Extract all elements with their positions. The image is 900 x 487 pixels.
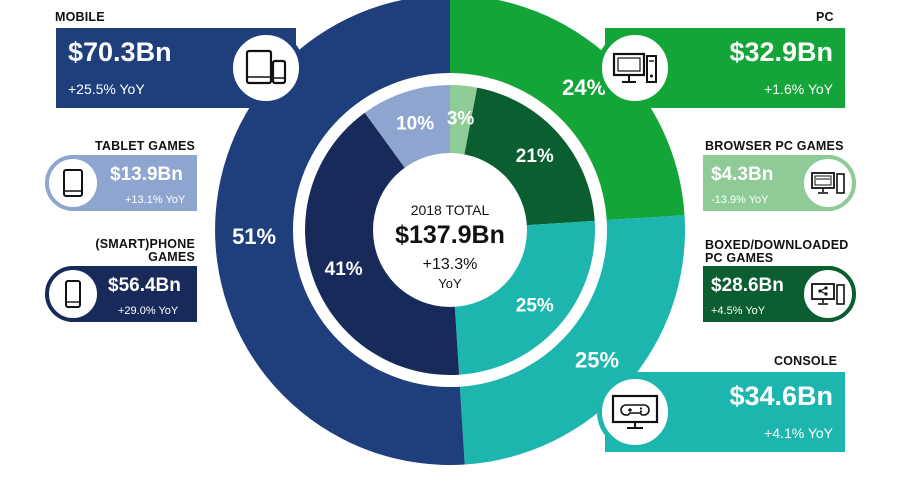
- browser-computer-icon: [800, 155, 856, 211]
- phone-yoy: +29.0% YoY: [118, 305, 179, 317]
- boxed-value: $28.6Bn: [711, 275, 784, 296]
- tablet-title: TABLET GAMES: [95, 139, 196, 153]
- tablet-yoy: +13.1% YoY: [125, 194, 186, 206]
- tablet-phone-icon: [228, 30, 304, 106]
- tablet-value: $13.9Bn: [110, 164, 183, 185]
- pc-value: $32.9Bn: [729, 37, 833, 67]
- inner-label-tablet-games: 10%: [396, 113, 434, 134]
- tablet-icon: [45, 155, 101, 211]
- browser-value: $4.3Bn: [711, 164, 774, 185]
- console-yoy: +4.1% YoY: [764, 425, 833, 441]
- boxed-title: BOXED/DOWNLOADED PC GAMES: [705, 238, 849, 265]
- inner-label-boxed-downloaded-pc-games: 21%: [516, 146, 554, 167]
- desktop-computer-icon: [597, 30, 673, 106]
- mobile-value: $70.3Bn: [68, 37, 172, 67]
- smartphone-icon: [45, 266, 101, 322]
- pc-title: PC: [816, 10, 834, 24]
- mobile-title: MOBILE: [55, 10, 105, 24]
- center-subtitle: 2018 TOTAL: [410, 202, 490, 218]
- outer-label-mobile: 51%: [232, 224, 276, 249]
- browser-yoy: -13.9% YoY: [711, 194, 769, 206]
- boxed-yoy: +4.5% YoY: [711, 305, 766, 317]
- outer-label-console: 25%: [575, 348, 619, 373]
- mobile-yoy: +25.5% YoY: [68, 81, 145, 97]
- pc-yoy: +1.6% YoY: [764, 81, 833, 97]
- center-total: $137.9Bn: [395, 221, 505, 249]
- console-title: CONSOLE: [774, 354, 838, 368]
- inner-label-smart-phone-games: 41%: [325, 259, 363, 280]
- inner-label-console: 25%: [516, 296, 554, 317]
- center-growth: +13.3%: [422, 256, 478, 273]
- tv-gamepad-icon: [597, 374, 673, 450]
- download-computer-icon: [800, 266, 856, 322]
- console-value: $34.6Bn: [729, 381, 833, 411]
- phone-title: (SMART)PHONE GAMES: [95, 237, 195, 264]
- inner-label-browser-pc-games: 3%: [447, 108, 475, 129]
- browser-title: BROWSER PC GAMES: [705, 139, 844, 153]
- center-hole: [373, 153, 527, 307]
- center-yoy: YoY: [438, 276, 462, 291]
- phone-value: $56.4Bn: [108, 275, 181, 296]
